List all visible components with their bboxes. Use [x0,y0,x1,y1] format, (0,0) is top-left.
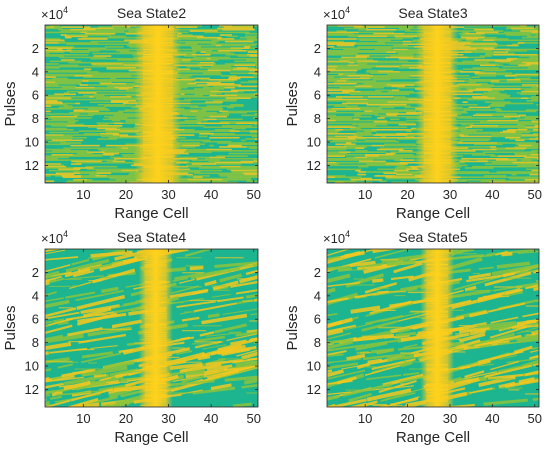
y-axis-label: Pulses [284,81,301,126]
y-tick-label: 10 [25,135,39,150]
x-tick-label: 30 [443,411,457,426]
y-tick-label: 8 [32,111,39,126]
x-axis-label: Range Cell [396,429,470,446]
y-axis-label: Pulses [2,305,19,350]
y-tick-label: 4 [32,64,39,79]
y-axis-label: Pulses [2,81,19,126]
x-tick-label: 30 [161,187,175,202]
panel-2: 10 20 30 40 50 2 4 6 8 10 12 Sea State3 Range Cell Pu… [284,5,542,222]
chart-title: Sea State3 [398,5,467,21]
x-tick-label: 50 [528,187,542,202]
x-tick-label: 40 [204,187,218,202]
y-tick-label: 2 [314,265,321,280]
y-axis-label: Pulses [284,305,301,350]
x-tick-label: 20 [119,187,133,202]
x-tick-label: 40 [204,411,218,426]
heatmap-image [45,25,258,183]
y-tick-label: 6 [314,312,321,327]
y-tick-label: 10 [307,359,321,374]
x-axis-label: Range Cell [114,205,188,222]
x-tick-label: 50 [247,187,261,202]
x-axis-label: Range Cell [114,429,188,446]
x-tick-label: 40 [485,187,499,202]
y-tick-label: 6 [32,88,39,103]
y-axis-multiplier: ×104 [41,229,68,246]
x-tick-label: 30 [443,187,457,202]
heatmap-image [327,249,539,407]
y-tick-label: 12 [25,158,39,173]
x-tick-label: 20 [119,411,133,426]
y-axis-multiplier: ×104 [41,5,68,22]
panel-1: 10 20 30 40 50 2 4 6 8 10 12 Sea State2 Range Cell Pu… [2,5,261,222]
y-tick-label: 8 [314,335,321,350]
x-tick-label: 40 [485,411,499,426]
panel-3: 10 20 30 40 50 2 4 6 8 10 12 Sea State4 Range Cell Pu… [2,229,261,446]
plot-frame [326,24,540,184]
bright-band [420,249,455,407]
y-tick-label: 10 [25,359,39,374]
y-tick-label: 6 [32,312,39,327]
y-tick-label: 4 [32,288,39,303]
x-tick-label: 10 [76,187,90,202]
heatmap-image [327,25,539,183]
y-tick-label: 2 [32,265,39,280]
chart-title: Sea State4 [117,229,186,245]
plot-frame [326,248,540,408]
heatmap-image [45,249,258,407]
x-axis-label: Range Cell [396,205,470,222]
chart-title: Sea State5 [398,229,467,245]
x-tick-label: 10 [358,411,372,426]
x-tick-label: 10 [358,187,372,202]
panel-4: 10 20 30 40 50 2 4 6 8 10 12 Sea State5 Range Cell Pu… [284,229,542,446]
y-axis-multiplier: ×104 [323,229,350,246]
y-tick-label: 12 [307,158,321,173]
y-tick-label: 12 [25,382,39,397]
y-tick-label: 8 [32,335,39,350]
y-tick-label: 10 [307,135,321,150]
plot-frame [44,248,259,408]
y-tick-label: 12 [307,382,321,397]
x-tick-label: 30 [161,411,175,426]
y-tick-label: 2 [32,41,39,56]
x-tick-label: 20 [400,187,414,202]
x-tick-label: 50 [528,411,542,426]
y-tick-label: 4 [314,64,321,79]
x-tick-label: 10 [76,411,90,426]
y-tick-label: 4 [314,288,321,303]
chart-title: Sea State2 [117,5,186,21]
y-axis-multiplier: ×104 [323,5,350,22]
x-tick-label: 20 [400,411,414,426]
y-tick-label: 2 [314,41,321,56]
plot-frame [44,24,259,184]
x-tick-label: 50 [247,411,261,426]
y-tick-label: 6 [314,88,321,103]
y-tick-label: 8 [314,111,321,126]
